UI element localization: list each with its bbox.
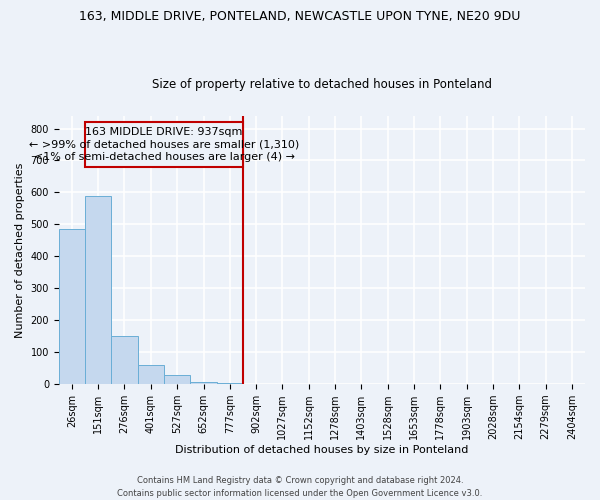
Title: Size of property relative to detached houses in Ponteland: Size of property relative to detached ho… [152, 78, 492, 91]
Text: 163 MIDDLE DRIVE: 937sqm: 163 MIDDLE DRIVE: 937sqm [85, 126, 242, 136]
Bar [85, 196, 112, 384]
Text: Contains HM Land Registry data © Crown copyright and database right 2024.
Contai: Contains HM Land Registry data © Crown c… [118, 476, 482, 498]
Y-axis label: Number of detached properties: Number of detached properties [15, 162, 25, 338]
Text: 163, MIDDLE DRIVE, PONTELAND, NEWCASTLE UPON TYNE, NE20 9DU: 163, MIDDLE DRIVE, PONTELAND, NEWCASTLE … [79, 10, 521, 23]
Bar [190, 382, 217, 384]
Bar [217, 383, 243, 384]
X-axis label: Distribution of detached houses by size in Ponteland: Distribution of detached houses by size … [175, 445, 469, 455]
Bar [112, 336, 137, 384]
FancyBboxPatch shape [85, 122, 243, 167]
Bar [137, 365, 164, 384]
Bar [59, 229, 85, 384]
Bar [164, 374, 190, 384]
Text: <1% of semi-detached houses are larger (4) →: <1% of semi-detached houses are larger (… [34, 152, 295, 162]
Text: ← >99% of detached houses are smaller (1,310): ← >99% of detached houses are smaller (1… [29, 140, 299, 149]
